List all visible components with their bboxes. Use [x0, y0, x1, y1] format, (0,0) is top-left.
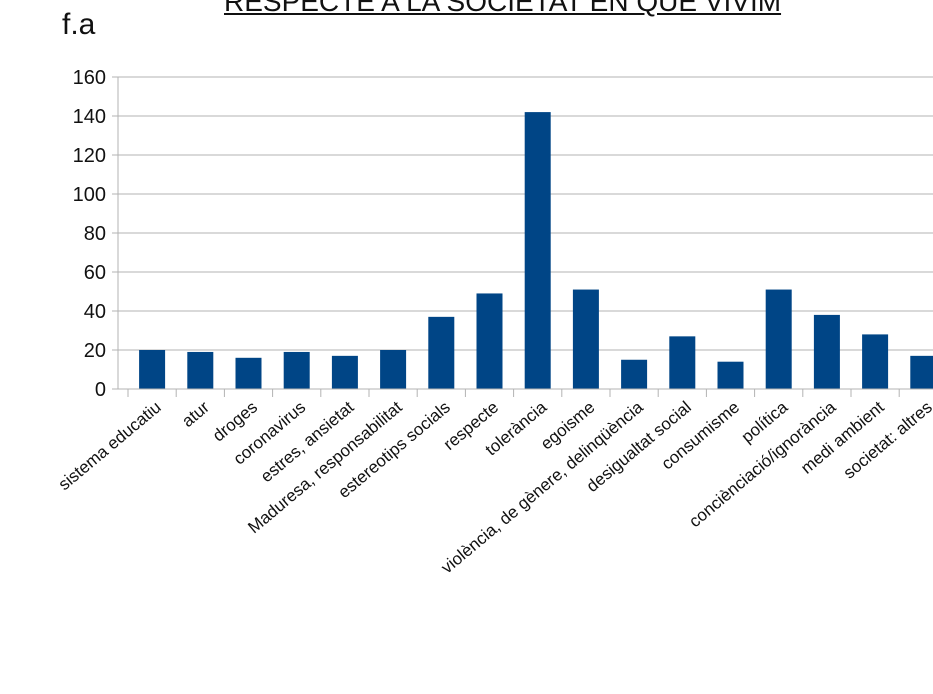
bar	[331, 355, 358, 389]
y-tick-label: 120	[73, 145, 106, 167]
bar	[235, 357, 262, 389]
bar	[428, 316, 455, 389]
bar	[476, 293, 503, 389]
bar	[813, 314, 840, 389]
y-tick-label: 20	[84, 340, 106, 362]
axes	[117, 77, 933, 397]
bar	[139, 350, 166, 389]
bar	[669, 336, 696, 389]
bar	[862, 334, 889, 389]
y-tick-label: 140	[73, 106, 106, 128]
bar	[524, 112, 551, 389]
bar	[380, 350, 407, 389]
y-tick-label: 40	[84, 301, 106, 323]
y-tick-label: 0	[95, 379, 106, 401]
bar	[717, 361, 744, 389]
bar	[910, 355, 933, 389]
chart-title: RESPECTE A LA SOCIETAT EN QUE VIVIM	[224, 0, 782, 17]
bar	[283, 351, 310, 389]
bar	[572, 289, 599, 389]
y-tick-label: 100	[73, 184, 106, 206]
y-tick-label: 60	[84, 262, 106, 284]
y-tick-label: 160	[73, 67, 106, 89]
bars	[139, 112, 933, 389]
y-tick-label: 80	[84, 223, 106, 245]
x-tick-label: sistema educatiu	[55, 398, 165, 495]
figure-label: f.a	[62, 8, 96, 41]
y-axis-ticks: 0 20 40 60 80 100 120 140 160	[73, 67, 118, 401]
bar	[187, 351, 214, 389]
bar	[765, 289, 792, 389]
x-tick-label: atur	[178, 397, 213, 431]
bar	[621, 359, 648, 389]
x-axis-labels: sistema educatiu aturdrogescoronavirusest…	[55, 397, 933, 577]
